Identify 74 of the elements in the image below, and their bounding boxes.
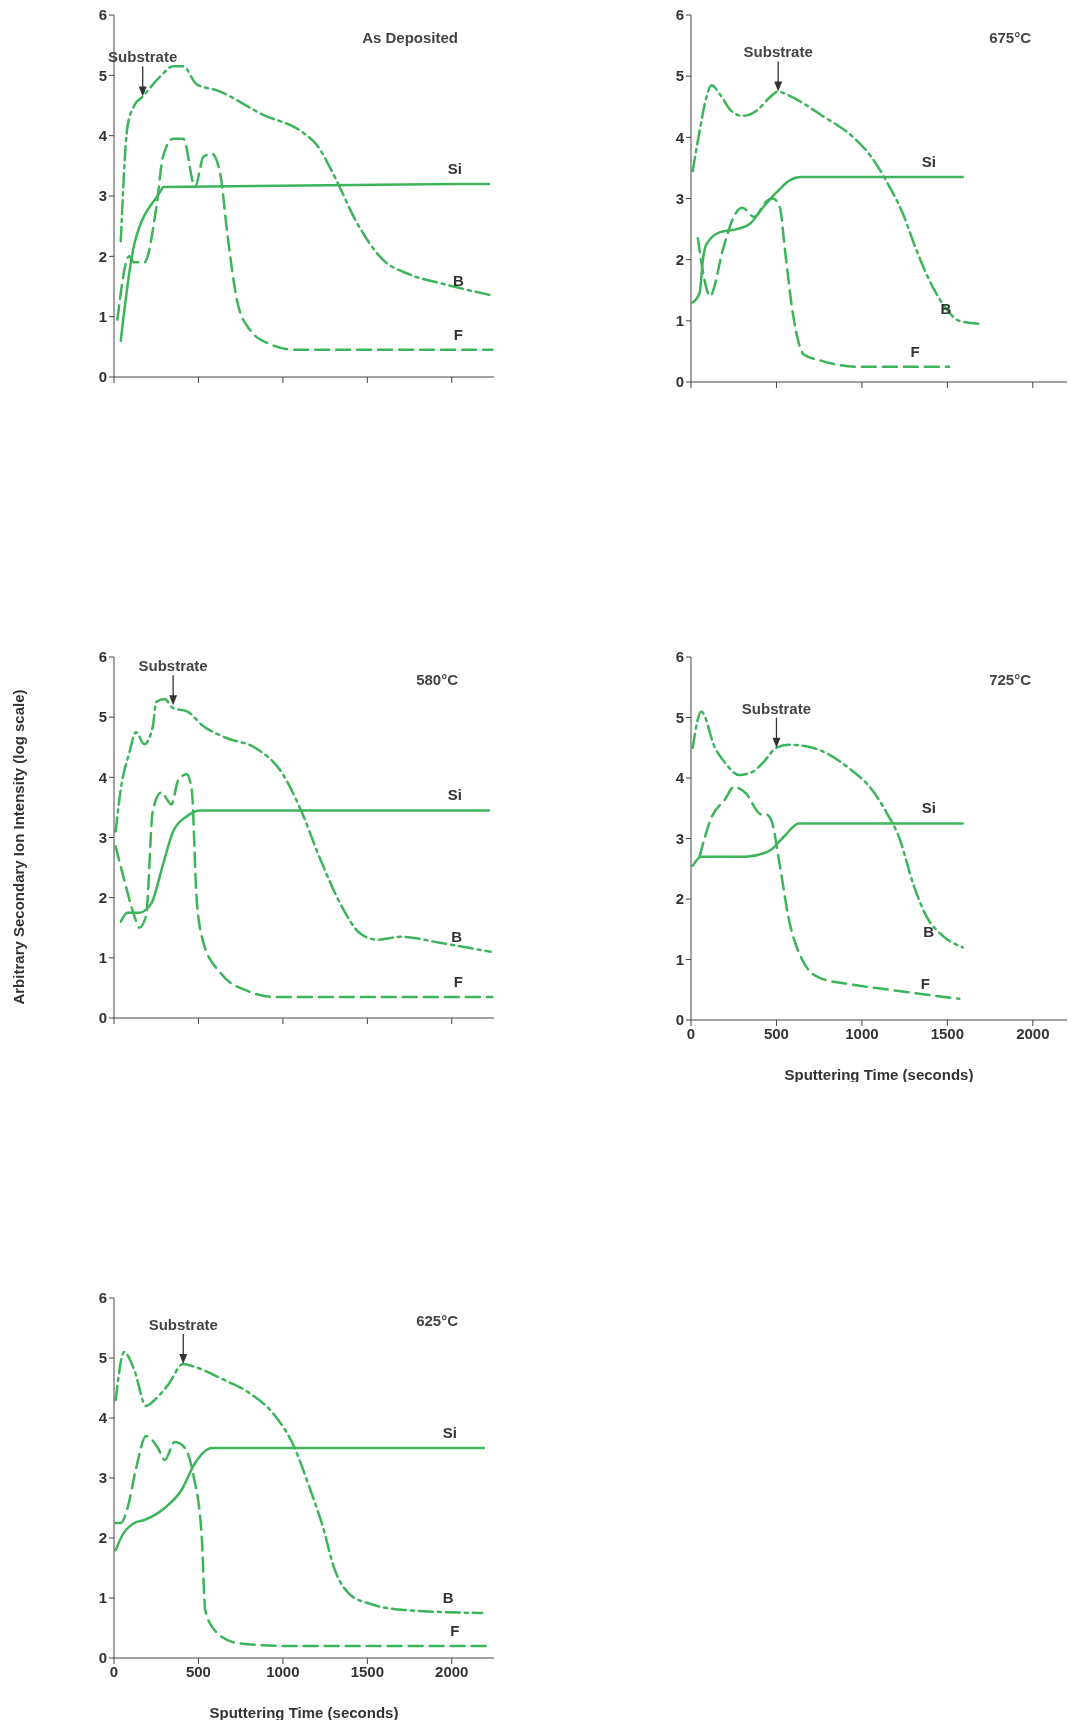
y-tick-label: 2 <box>98 247 107 265</box>
x-tick-label: 1000 <box>266 1662 300 1680</box>
x-tick-label: 500 <box>763 1024 789 1042</box>
y-tick-label: 3 <box>98 828 107 846</box>
y-tick-label: 6 <box>98 1289 107 1307</box>
series-label: B <box>923 923 935 941</box>
y-tick-label: 1 <box>675 312 684 330</box>
y-tick-label: 5 <box>675 708 684 726</box>
y-tick-label: 5 <box>98 1349 107 1367</box>
series-label: B <box>452 271 464 289</box>
y-tick-label: 0 <box>675 1011 684 1029</box>
y-tick-label: 1 <box>98 949 107 967</box>
series-label: Si <box>447 786 463 804</box>
text: 675°C <box>989 29 1031 46</box>
annotation: Substrate <box>741 699 812 717</box>
y-tick-label: 6 <box>675 648 684 666</box>
y-tick-label: 4 <box>675 769 685 787</box>
series-label: F <box>920 974 930 992</box>
x-tick-label: 2000 <box>435 1662 469 1680</box>
text: As Deposited <box>362 29 458 46</box>
annotation: Substrate <box>138 657 208 675</box>
y-tick-label: 1 <box>98 307 107 325</box>
y-tick-label: 0 <box>98 1649 107 1667</box>
series-label: Si <box>921 153 936 171</box>
series-label: F <box>450 1622 460 1639</box>
y-tick-label: 4 <box>98 768 108 786</box>
y-tick-label: 2 <box>98 1529 107 1547</box>
y-tick-label: 6 <box>98 648 107 666</box>
y-tick-label: 0 <box>675 373 684 391</box>
series-label: Si <box>921 799 936 817</box>
text: 725°C <box>989 671 1031 688</box>
y-tick-label: 6 <box>98 6 107 24</box>
line-series <box>114 773 494 999</box>
annotation: Substrate <box>743 43 813 61</box>
series-label: Si <box>442 1424 457 1441</box>
y-axis-title: Arbitrary Secondary Ion Intensity (log scale) <box>9 689 27 1005</box>
y-tick-label: 2 <box>98 888 107 906</box>
y-tick-label: 1 <box>98 1589 107 1607</box>
y-tick-label: 1 <box>675 950 684 968</box>
y-tick-label: 4 <box>675 128 685 146</box>
y-tick-label: 5 <box>98 708 107 726</box>
line-series <box>114 697 492 954</box>
series-label: F <box>453 325 463 343</box>
series-label: Si <box>447 159 463 177</box>
y-tick-label: 3 <box>98 1469 107 1487</box>
x-tick-label: 0 <box>109 1662 119 1680</box>
y-tick-label: 6 <box>675 6 684 24</box>
x-tick-label: 500 <box>185 1662 211 1680</box>
series-label: B <box>451 927 463 945</box>
series-label: F <box>910 342 920 360</box>
series-label: B <box>442 1589 454 1606</box>
y-tick-label: 0 <box>98 368 107 386</box>
y-tick-label: 4 <box>98 1409 108 1427</box>
y-tick-label: 5 <box>675 67 684 85</box>
line-series <box>114 1350 484 1615</box>
line-series <box>116 137 494 352</box>
x-tick-label: 1500 <box>350 1662 385 1680</box>
annotation: Substrate <box>108 48 178 66</box>
text: 580°C <box>416 671 458 688</box>
y-tick-label: 4 <box>98 126 108 144</box>
y-tick-label: 5 <box>98 66 107 84</box>
y-tick-label: 2 <box>675 890 684 908</box>
y-tick-label: 3 <box>98 187 107 205</box>
y-tick-label: 0 <box>98 1009 107 1027</box>
x-tick-label: 0 <box>686 1024 696 1042</box>
text: 625°C <box>416 1312 458 1329</box>
y-tick-label: 3 <box>675 829 684 847</box>
annotation: Substrate <box>148 1316 218 1333</box>
series-label: F <box>453 972 463 990</box>
y-tick-label: 2 <box>675 250 684 268</box>
x-tick-label: 1000 <box>845 1024 879 1042</box>
y-tick-label: 3 <box>675 189 684 207</box>
x-tick-label: 2000 <box>1016 1024 1050 1042</box>
x-tick-label: 1500 <box>930 1024 965 1042</box>
